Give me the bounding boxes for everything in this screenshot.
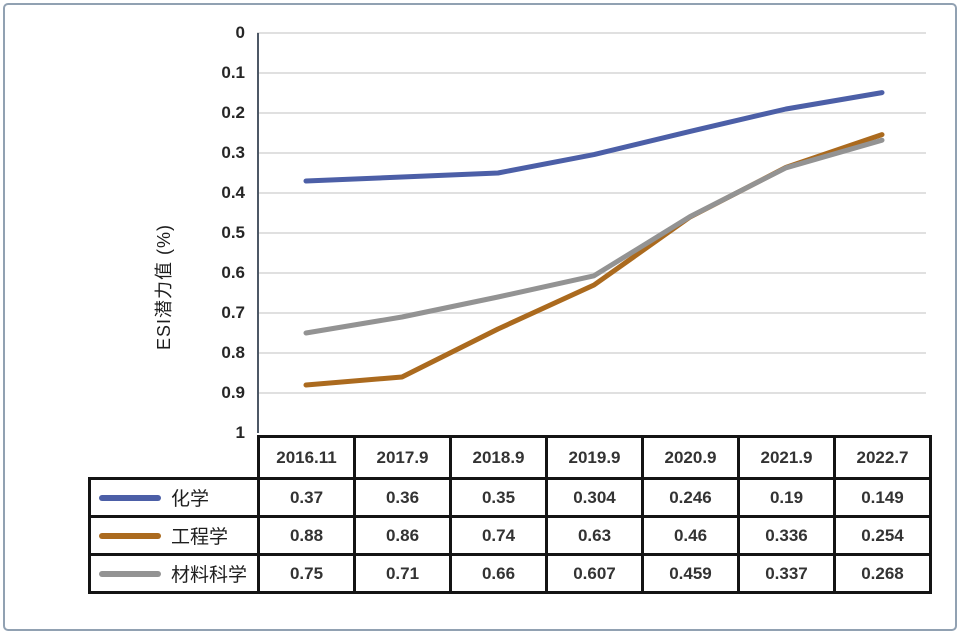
legend-series-name: 化学 — [171, 489, 210, 510]
value-cell: 0.149 — [833, 477, 932, 518]
value-cell: 0.46 — [641, 515, 740, 556]
value-cell: 0.336 — [737, 515, 836, 556]
table-row: 工程学 0.88 0.86 0.74 0.63 0.46 0.336 0.254 — [88, 515, 932, 556]
value-cell: 0.607 — [545, 553, 644, 594]
legend-entry: 工程学 — [91, 522, 257, 549]
legend-line-swatch — [99, 494, 161, 501]
value-cell: 0.19 — [737, 477, 836, 518]
y-tick-label: 0.4 — [221, 183, 245, 202]
value-cell: 0.86 — [353, 515, 452, 556]
table-corner-cell — [90, 437, 259, 479]
legend-series-name: 材料科学 — [171, 565, 248, 586]
y-tick-label: 0.1 — [221, 63, 245, 82]
series-line-2 — [303, 137, 885, 336]
y-tick-label: 1 — [235, 423, 245, 442]
legend-cell: 材料科学 — [88, 553, 260, 594]
value-cell: 0.37 — [257, 477, 356, 518]
y-tick-label: 0.9 — [221, 383, 245, 402]
legend-line-swatch — [99, 532, 161, 539]
year-header-cell: 2019.9 — [545, 435, 644, 480]
data-table: 2016.11 2017.9 2018.9 2019.9 2020.9 2021.9 202… — [88, 435, 932, 594]
value-cell: 0.66 — [449, 553, 548, 594]
legend-entry: 材料科学 — [91, 560, 257, 587]
year-header-cell: 2018.9 — [449, 435, 548, 480]
value-cell: 0.246 — [641, 477, 740, 518]
value-cell: 0.254 — [833, 515, 932, 556]
y-tick-label: 0.6 — [221, 263, 245, 282]
series-line-1 — [303, 132, 885, 388]
value-cell: 0.88 — [257, 515, 356, 556]
table-row: 化学 0.37 0.36 0.35 0.304 0.246 0.19 0.149 — [88, 477, 932, 518]
year-header-cell: 2022.7 — [833, 435, 932, 480]
year-header-cell: 2017.9 — [353, 435, 452, 480]
value-cell: 0.337 — [737, 553, 836, 594]
value-cell: 0.71 — [353, 553, 452, 594]
value-cell: 0.74 — [449, 515, 548, 556]
legend-series-name: 工程学 — [171, 527, 229, 548]
y-tick-label: 0.3 — [221, 143, 245, 162]
y-tick-label: 0.7 — [221, 303, 245, 322]
series-line-0 — [303, 90, 885, 184]
line-chart-svg — [257, 32, 926, 433]
table-header-row: 2016.11 2017.9 2018.9 2019.9 2020.9 2021.9 202… — [90, 435, 932, 480]
value-cell: 0.304 — [545, 477, 644, 518]
year-header-cell: 2020.9 — [641, 435, 740, 480]
y-axis-title: ESI潜力值 (%) — [154, 223, 174, 351]
y-tick-label: 0.2 — [221, 103, 245, 122]
y-tick-label: 0 — [235, 23, 245, 42]
value-cell: 0.75 — [257, 553, 356, 594]
year-header-cell: 2021.9 — [737, 435, 836, 480]
table-row: 材料科学 0.75 0.71 0.66 0.607 0.459 0.337 0.268 — [88, 553, 932, 594]
legend-cell: 工程学 — [88, 515, 260, 556]
y-tick-label: 0.8 — [221, 343, 245, 362]
legend-cell: 化学 — [88, 477, 260, 518]
value-cell: 0.268 — [833, 553, 932, 594]
line-chart-plot-area — [257, 32, 926, 433]
value-cell: 0.35 — [449, 477, 548, 518]
y-tick-label: 0.5 — [221, 223, 245, 242]
legend-line-swatch — [99, 570, 161, 577]
value-cell: 0.36 — [353, 477, 452, 518]
year-header-cell: 2016.11 — [257, 435, 356, 480]
value-cell: 0.459 — [641, 553, 740, 594]
legend-entry: 化学 — [91, 484, 257, 511]
value-cell: 0.63 — [545, 515, 644, 556]
